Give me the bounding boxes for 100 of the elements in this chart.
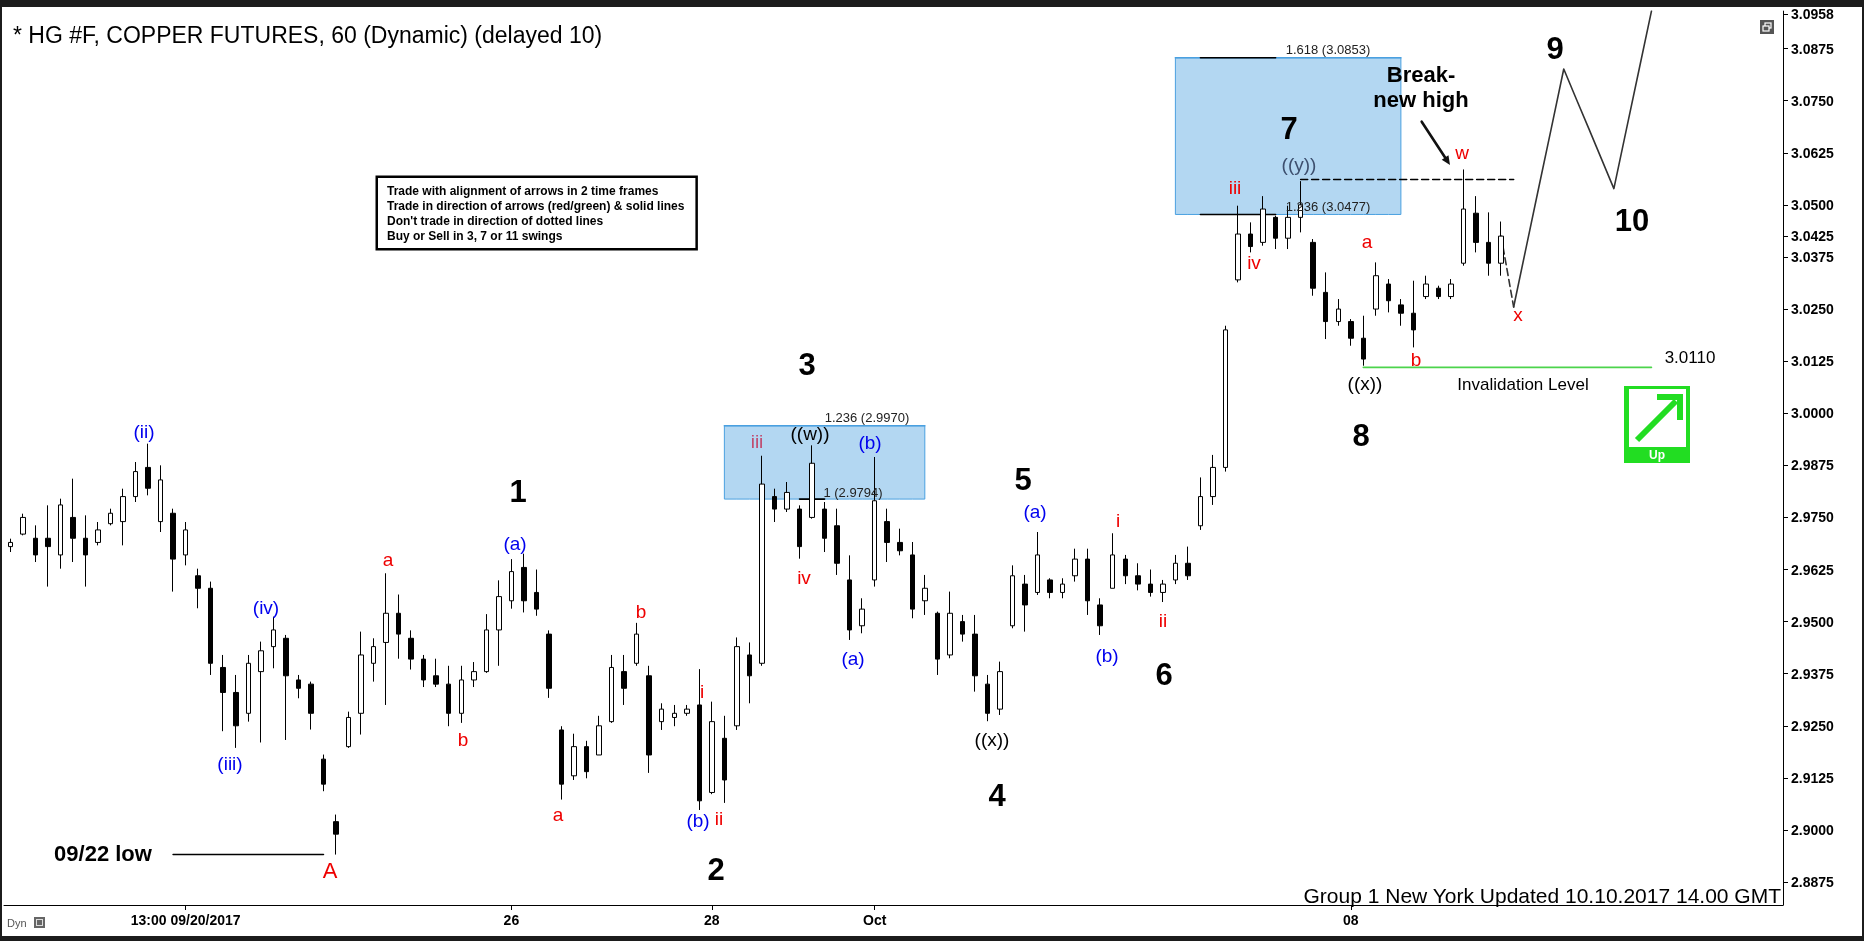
candlestick: [884, 508, 890, 563]
candlestick: [910, 541, 915, 619]
candlestick: [258, 641, 264, 743]
candlestick: [95, 521, 101, 546]
candlestick: [672, 704, 677, 727]
candlestick: [734, 636, 740, 731]
candlestick: [985, 674, 990, 722]
candlestick: [408, 629, 414, 671]
candlestick: [571, 733, 577, 781]
candlestick: [208, 581, 213, 676]
annotation: i: [1115, 509, 1121, 531]
candlestick: [45, 504, 51, 588]
candlestick: [1336, 298, 1341, 327]
candlestick: [997, 661, 1003, 716]
annotation: iii: [1228, 176, 1242, 198]
annotation: ii: [714, 807, 724, 829]
text: * HG #F, COPPER FUTURES, 60 (Dynamic) (delayed 10): [13, 21, 603, 48]
annotation: 2: [707, 851, 725, 887]
y-tick-label: 2.9000: [1791, 821, 1835, 838]
candlestick: [1010, 564, 1015, 629]
candlestick: [722, 715, 727, 804]
candlestick: [935, 611, 940, 676]
candlestick: [195, 568, 201, 609]
candlestick: [433, 658, 439, 688]
candlestick: [396, 594, 401, 660]
candlestick: [1498, 221, 1504, 277]
y-tick-label: 2.9375: [1791, 665, 1835, 682]
annotation: ((x)): [974, 728, 1010, 750]
candlestick: [1348, 318, 1354, 347]
candlestick: [1035, 531, 1040, 596]
annotation: Break- new high: [1373, 62, 1469, 112]
candlestick: [1323, 271, 1328, 340]
annotation: Up: [1649, 448, 1665, 462]
annotation: 1.618 (3.0853): [1285, 41, 1371, 57]
candlestick: [133, 461, 138, 503]
annotation: 09/22 low: [54, 840, 153, 866]
candlestick: [747, 641, 752, 704]
candlestick: [1473, 195, 1479, 253]
candlestick: [183, 521, 188, 566]
candlestick: [1173, 554, 1178, 585]
candlestick: [759, 455, 765, 667]
candlestick: [283, 634, 289, 741]
annotation: 1.236 (2.9970): [824, 409, 910, 425]
y-tick-label: 3.0250: [1791, 301, 1835, 318]
annotation: 9: [1546, 30, 1564, 66]
y-tick-label: 3.0500: [1791, 196, 1835, 213]
annotation: (b): [1095, 644, 1119, 666]
annotation: 3: [798, 346, 816, 382]
y-tick-label: 2.8875: [1791, 874, 1835, 891]
candlestick: [509, 558, 514, 610]
candlestick: [646, 665, 652, 774]
candlestick: [1361, 315, 1366, 367]
candlestick: [1411, 280, 1416, 348]
y-tick-label: 2.9625: [1791, 561, 1835, 578]
candlestick: [772, 488, 777, 523]
annotation: (a): [1023, 500, 1047, 522]
y-tick-label: 3.0125: [1791, 353, 1835, 370]
y-tick-label: 3.0875: [1791, 40, 1835, 57]
annotation: 1: [509, 473, 527, 509]
annotation: b: [635, 600, 647, 622]
candlestick: [233, 674, 239, 749]
candlestick: [346, 711, 351, 749]
annotation: x: [1513, 303, 1524, 325]
annotation: ((y)): [1281, 153, 1317, 175]
candlestick: [58, 498, 63, 570]
x-tick-label: 26: [503, 912, 520, 928]
annotation: 8: [1352, 417, 1370, 453]
candlestick: [659, 702, 664, 731]
candlestick: [859, 597, 865, 634]
y-tick-label: 3.0958: [1791, 6, 1835, 22]
candlestick: [709, 701, 715, 795]
annotation: a: [552, 803, 564, 825]
candlestick: [1486, 211, 1491, 277]
candlestick: [1436, 285, 1441, 300]
candlestick: [784, 481, 790, 513]
candlestick: [922, 574, 928, 616]
annotation: 6: [1155, 656, 1173, 692]
annotation: ((x)): [1347, 372, 1383, 394]
x-tick-label: Oct: [863, 912, 887, 928]
annotation: A: [322, 857, 338, 883]
candlestick: [358, 631, 364, 736]
candlestick: [108, 508, 113, 526]
candlestick: [1386, 278, 1391, 313]
annotation: iv: [1247, 251, 1262, 273]
candlestick: [534, 569, 539, 617]
candlestick: [1135, 562, 1141, 591]
annotation: (iv): [252, 596, 280, 618]
candlestick: [1185, 546, 1191, 581]
candlestick: [33, 524, 38, 563]
y-tick-label: 2.9500: [1791, 613, 1835, 630]
annotation: a: [382, 548, 394, 570]
annotation: Trade with alignment of arrows in 2 time frames Trade in direction of arrows (red/green) & solid lines Don't trade in direction of dotted lines Buy or Sell in 3, 7 or 11 swings: [387, 183, 685, 243]
candlestick: [220, 654, 226, 732]
candlestick: [296, 674, 301, 699]
candlestick: [383, 572, 389, 706]
candlestick: [1373, 261, 1379, 317]
candlestick: [1448, 278, 1454, 300]
candlestick: [596, 715, 602, 756]
annotation: 4: [988, 777, 1007, 813]
annotation: 10: [1614, 202, 1650, 238]
